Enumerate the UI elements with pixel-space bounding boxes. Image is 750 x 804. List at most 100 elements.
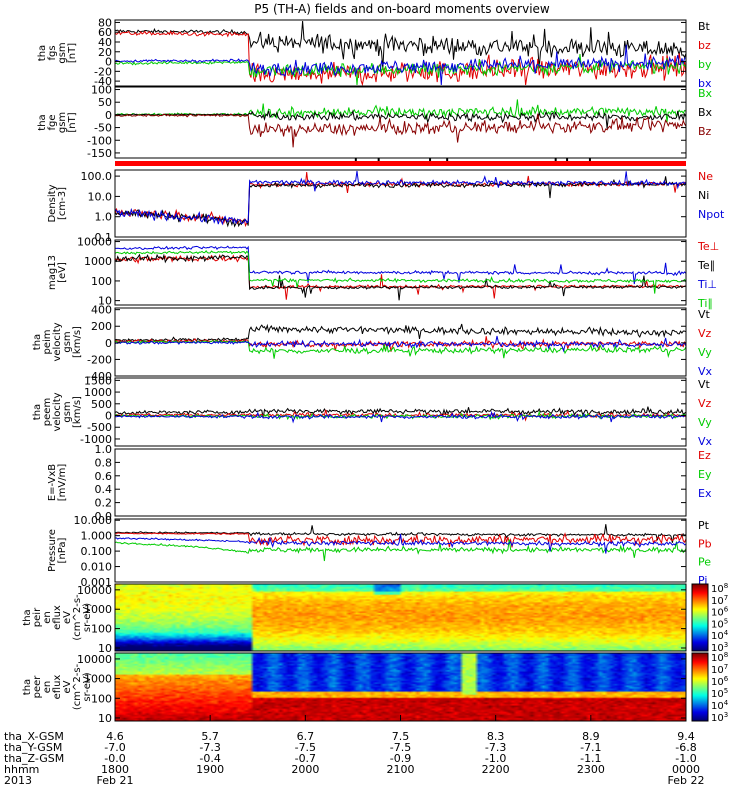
panel-peim_velocity: 400 200 0 -200 -400 tha peim velocity gsm [km/s] V… <box>32 304 713 383</box>
y-tick-label: 0.100 <box>81 545 113 558</box>
panel-temperature: 10000 1000 100 10 mag13 [eV] Te⊥ Te∥ Ti⊥ Ti∥ <box>47 236 719 310</box>
x-row-label: tha_Z-GSM <box>4 752 64 765</box>
y-axis-label: Pressure <box>47 529 58 572</box>
x-tick-value: 2000 <box>291 763 319 776</box>
series-line-Te∥ <box>114 253 687 301</box>
colorbar-tick-exp: 4 <box>724 699 729 707</box>
legend-entry-2: Bz <box>698 125 712 138</box>
y-axis-label: gsm <box>62 401 73 422</box>
x-tick-value: -7.1 <box>580 741 601 754</box>
y-tick-label: 10.0 <box>88 190 113 203</box>
x-row-label: hhmm <box>4 763 39 776</box>
colorbar-tick-base: 10 <box>711 619 724 630</box>
y-axis-label: E=-VxB <box>47 464 58 501</box>
colorbar-tick-exp: 3 <box>724 711 728 719</box>
y-tick-label: 0.6 <box>95 470 113 483</box>
y-tick-label: -40 <box>94 75 112 88</box>
y-tick-label: 1.0 <box>95 211 113 224</box>
y-axis-label: fgs <box>47 45 58 60</box>
x-row-label: tha_Y-GSM <box>4 741 62 754</box>
colorbar-tick-base: 10 <box>711 631 724 642</box>
legend-entry-0: Pt <box>698 519 710 532</box>
colorbar-tick-base: 10 <box>711 596 724 607</box>
colorbar-tick-exp: 7 <box>724 663 728 671</box>
y-tick-label: 40 <box>98 36 112 49</box>
figure-title: P5 (TH-A) fields and on-board moments ov… <box>254 2 550 16</box>
colorbar-tick-exp: 5 <box>724 617 728 625</box>
y-axis-label: [cm-3] <box>57 187 68 220</box>
legend-entry-2: Vy <box>698 346 712 359</box>
y-axis-label: [km/s] <box>72 326 83 358</box>
legend-entry-3: Pi <box>698 574 707 587</box>
colorbar-tick-label: 104 <box>711 699 729 712</box>
series-line-Bx <box>114 109 687 129</box>
x-tick-value: -1.0 <box>485 752 506 765</box>
y-axis-label: sr-eV) <box>82 603 93 632</box>
colorbar <box>691 652 709 722</box>
y-axis-label: tha <box>37 114 48 130</box>
legend-entry-1: Vz <box>698 397 712 410</box>
y-axis-label: sr-eV) <box>82 672 93 701</box>
x-tick-value: -7.0 <box>104 741 125 754</box>
colorbar-tick-base: 10 <box>711 713 724 724</box>
legend-entry-0: Bx <box>698 87 713 100</box>
x-tick-value: Feb 22 <box>668 774 705 787</box>
colorbar-gradient <box>692 584 708 651</box>
panel-density: 100.0 10.0 1.0 0.1 Density [cm-3] Ne Ni Npot <box>47 169 725 244</box>
x-row-label: tha_X-GSM <box>4 730 64 743</box>
x-tick-value: -7.3 <box>199 741 220 754</box>
y-axis-label: peer <box>32 675 43 699</box>
colorbar-tick-label: 105 <box>711 617 728 630</box>
y-tick-label: 60 <box>98 26 112 39</box>
y-axis-label: fge <box>47 114 58 130</box>
y-axis-label: mag13 <box>47 255 58 290</box>
y-axis-label: tha <box>37 45 48 61</box>
panel-frame <box>114 86 687 159</box>
y-axis-label: gsm <box>57 112 68 133</box>
y-tick-label: -400 <box>87 370 112 383</box>
x-tick-value: 1900 <box>196 763 224 776</box>
legend-entry-2: Ti⊥ <box>697 278 717 291</box>
x-tick-value: 8.9 <box>582 730 600 743</box>
colorbar-tick-base: 10 <box>711 677 724 688</box>
colorbar-tick-base: 10 <box>711 643 724 654</box>
colorbar-tick-label: 106 <box>711 606 729 619</box>
y-tick-label: 0.0 <box>95 510 113 523</box>
y-tick-label: -50 <box>94 122 112 135</box>
colorbar-tick-base: 10 <box>711 608 724 619</box>
y-tick-label: 10000 <box>77 653 112 666</box>
y-tick-label: 100 <box>91 275 112 288</box>
y-tick-label: 50 <box>98 96 112 109</box>
y-tick-label: 0.1 <box>95 231 113 244</box>
colorbar-tick-base: 10 <box>711 689 724 700</box>
series-line-by <box>114 54 687 86</box>
y-tick-label: 10 <box>98 295 112 308</box>
y-tick-label: 200 <box>91 320 112 333</box>
y-axis-label: Density <box>47 184 58 222</box>
legend-entry-3: Ti∥ <box>697 297 713 310</box>
panel-frame <box>114 518 687 583</box>
y-tick-label: 0 <box>105 109 112 122</box>
y-axis-label: peir <box>32 607 43 627</box>
y-tick-label: 100 <box>91 84 112 97</box>
series-line-Vy <box>114 339 687 359</box>
spectrogram-tiles <box>115 653 686 721</box>
status-mark <box>429 158 432 161</box>
colorbar-tick-exp: 6 <box>724 675 729 683</box>
x-tick-value: Feb 21 <box>97 774 134 787</box>
y-axis-label: velocity <box>52 322 63 361</box>
y-tick-label: 0.2 <box>95 497 113 510</box>
x-row-label: 2013 <box>4 774 32 787</box>
series-line-Vt <box>114 406 687 419</box>
y-axis-label: (cm^2-s- <box>72 594 83 641</box>
y-tick-label: 10.000 <box>74 514 113 527</box>
colorbar-tick-exp: 8 <box>724 582 728 590</box>
colorbar-tick-base: 10 <box>711 584 724 595</box>
y-tick-label: 100 <box>91 692 112 705</box>
y-axis-label: [eV] <box>57 262 68 283</box>
